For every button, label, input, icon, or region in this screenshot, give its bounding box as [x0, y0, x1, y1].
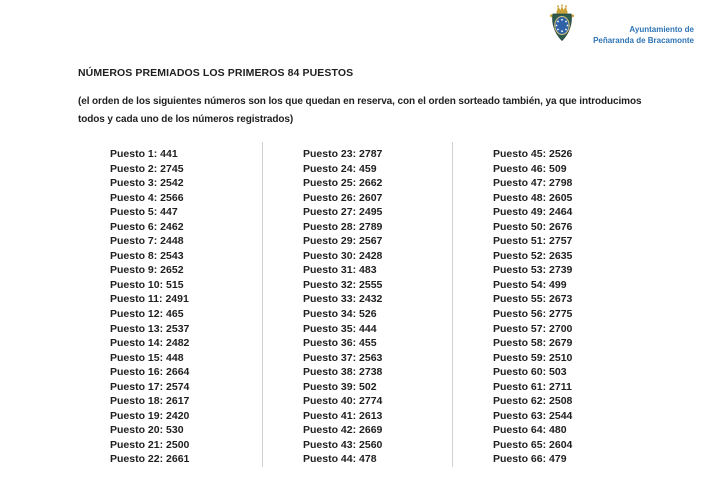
table-row: Puesto 1: 441: [110, 148, 178, 160]
table-row: Puesto 18: 2617: [110, 395, 190, 408]
table-row: Puesto 24: 459: [303, 162, 377, 175]
table-row: Puesto 20: 530: [110, 424, 184, 437]
table-row: Puesto 27: 2495: [303, 206, 383, 219]
table-row: Puesto 55: 2673: [493, 293, 573, 306]
table-row: Puesto 58: 2679: [493, 337, 573, 350]
table-row: Puesto 15: 448: [110, 351, 184, 364]
table-row: Puesto 61: 2711: [493, 380, 572, 393]
table-row: Puesto 45: 2526: [493, 148, 573, 160]
table-row: Puesto 39: 502: [303, 380, 377, 393]
table-row: Puesto 29: 2567: [303, 235, 383, 248]
table-row: Puesto 64: 480: [493, 424, 567, 437]
note-paragraph: (el orden de los siguientes números son …: [78, 96, 642, 125]
table-row: Puesto 25: 2662: [303, 177, 383, 190]
table-row: Puesto 26: 2607: [303, 191, 383, 204]
table-row: Puesto 38: 2738: [303, 366, 383, 379]
logo-org-line1: Ayuntamiento de: [629, 25, 694, 34]
table-row: Puesto 63: 2544: [493, 409, 573, 422]
page-title: NÚMEROS PREMIADOS LOS PRIMEROS 84 PUESTO…: [78, 67, 354, 79]
table-row: Puesto 19: 2420: [110, 409, 190, 422]
results-column-1: Puesto 1: 441 Puesto 2: 2745 Puesto 3: 254…: [88, 142, 263, 468]
table-row: Puesto 56: 2775: [493, 308, 573, 321]
table-row: Puesto 51: 2757: [493, 235, 573, 248]
table-row: Puesto 6: 2462: [110, 220, 184, 233]
logo-text: Ayuntamiento de Peñaranda de Bracamonte: [593, 25, 694, 46]
table-row: Puesto 10: 515: [110, 278, 184, 291]
table-row: Puesto 21: 2500: [110, 438, 190, 451]
table-row: Puesto 46: 509: [493, 162, 567, 175]
table-row: Puesto 9: 2652: [110, 264, 184, 277]
table-row: Puesto 60: 503: [493, 366, 567, 379]
table-row: Puesto 40: 2774: [303, 395, 383, 408]
table-row: Puesto 47: 2798: [493, 177, 573, 190]
table-row: Puesto 41: 2613: [303, 409, 383, 422]
results-table: Puesto 1: 441 Puesto 2: 2745 Puesto 3: 254…: [88, 142, 663, 468]
table-row: Puesto 65: 2604: [493, 438, 573, 451]
table-row: Puesto 23: 2787: [303, 148, 383, 160]
table-row: Puesto 33: 2432: [303, 293, 383, 306]
table-row: Puesto 43: 2560: [303, 438, 383, 451]
table-row: Puesto 48: 2605: [493, 191, 573, 204]
table-row: Puesto 7: 2448: [110, 235, 184, 248]
table-row: Puesto 53: 2739: [493, 264, 573, 277]
logo: Ayuntamiento de Peñaranda de Bracamonte: [548, 3, 694, 53]
table-row: Puesto 59: 2510: [493, 351, 573, 364]
table-row: Puesto 54: 499: [493, 278, 567, 291]
table-row: Puesto 8: 2543: [110, 249, 184, 262]
table-row: Puesto 4: 2566: [110, 191, 184, 204]
table-row: Puesto 49: 2464: [493, 206, 573, 219]
table-row: Puesto 34: 526: [303, 308, 377, 321]
table-row: Puesto 30: 2428: [303, 249, 383, 262]
table-row: Puesto 17: 2574: [110, 380, 190, 393]
table-row: Puesto 16: 2664: [110, 366, 190, 379]
results-column-2: Puesto 23: 2787 Puesto 24: 459 Puesto 25: …: [263, 142, 453, 468]
table-row: Puesto 22: 2661: [110, 453, 190, 466]
table-row: Puesto 11: 2491: [110, 293, 189, 306]
coat-of-arms-icon: [550, 4, 574, 42]
table-row: Puesto 14: 2482: [110, 337, 190, 350]
table-row: Puesto 3: 2542: [110, 177, 184, 190]
table-row: Puesto 57: 2700: [493, 322, 573, 335]
table-row: Puesto 32: 2555: [303, 278, 383, 291]
table-row: Puesto 52: 2635: [493, 249, 573, 262]
table-row: Puesto 37: 2563: [303, 351, 383, 364]
table-row: Puesto 12: 465: [110, 308, 184, 321]
table-row: Puesto 5: 447: [110, 206, 178, 219]
table-row: Puesto 13: 2537: [110, 322, 190, 335]
table-row: Puesto 2: 2745: [110, 162, 184, 175]
table-row: Puesto 44: 478: [303, 453, 377, 466]
table-row: Puesto 42: 2669: [303, 424, 383, 437]
table-row: Puesto 36: 455: [303, 337, 377, 350]
results-column-3: Puesto 45: 2526 Puesto 46: 509 Puesto 47: …: [453, 142, 663, 467]
table-row: Puesto 50: 2676: [493, 220, 573, 233]
table-row: Puesto 62: 2508: [493, 395, 573, 408]
logo-org-line2: Peñaranda de Bracamonte: [593, 35, 694, 45]
table-row: Puesto 35: 444: [303, 322, 377, 335]
table-row: Puesto 28: 2789: [303, 220, 383, 233]
table-row: Puesto 31: 483: [303, 264, 377, 277]
table-row: Puesto 66: 479: [493, 453, 567, 466]
